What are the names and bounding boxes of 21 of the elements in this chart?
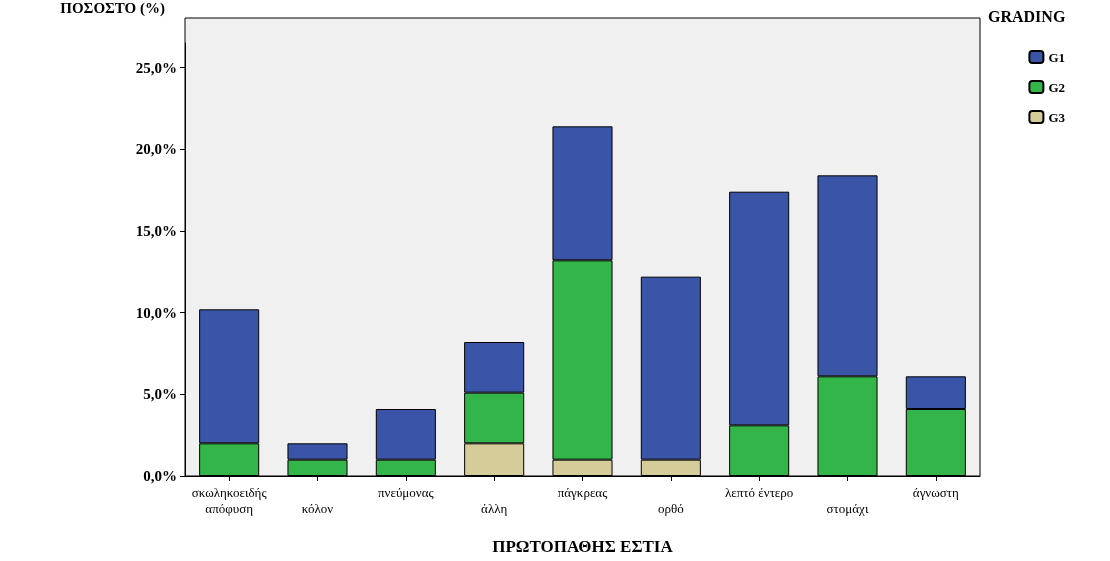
y-tick-label: 15,0% — [135, 222, 177, 239]
x-tick-label: κόλον — [301, 500, 334, 516]
legend-label: G2 — [1048, 79, 1066, 95]
x-tick-label: σκωληκοειδής απόφυση — [191, 484, 268, 516]
y-tick-label: 10,0% — [135, 304, 177, 321]
x-tick-label: στομάχι — [826, 500, 869, 516]
y-axis-title: ΠΟΣΟΣΤΟ (%) — [60, 0, 165, 17]
y-tick-label: 20,0% — [135, 141, 177, 158]
x-tick-label: άλλη — [481, 500, 508, 516]
y-tick-label: 25,0% — [135, 59, 177, 76]
legend-label: G1 — [1048, 49, 1066, 65]
y-tick-label: 0,0% — [143, 468, 177, 484]
y-tick-label: 5,0% — [143, 386, 177, 403]
legend-label: G3 — [1048, 109, 1066, 125]
x-tick-label: πάγκρεας — [557, 484, 609, 500]
x-tick-label: άγνωστη — [912, 484, 960, 500]
x-axis-title: ΠΡΩΤΟΠΑΘΗΣ ΕΣΤΙΑ — [492, 537, 674, 556]
legend-title: GRADING — [988, 7, 1066, 25]
x-tick-label: λεπτό έντερο — [725, 484, 794, 500]
x-tick-label: πνεύμονας — [378, 484, 435, 500]
x-tick-label: ορθό — [657, 500, 684, 516]
